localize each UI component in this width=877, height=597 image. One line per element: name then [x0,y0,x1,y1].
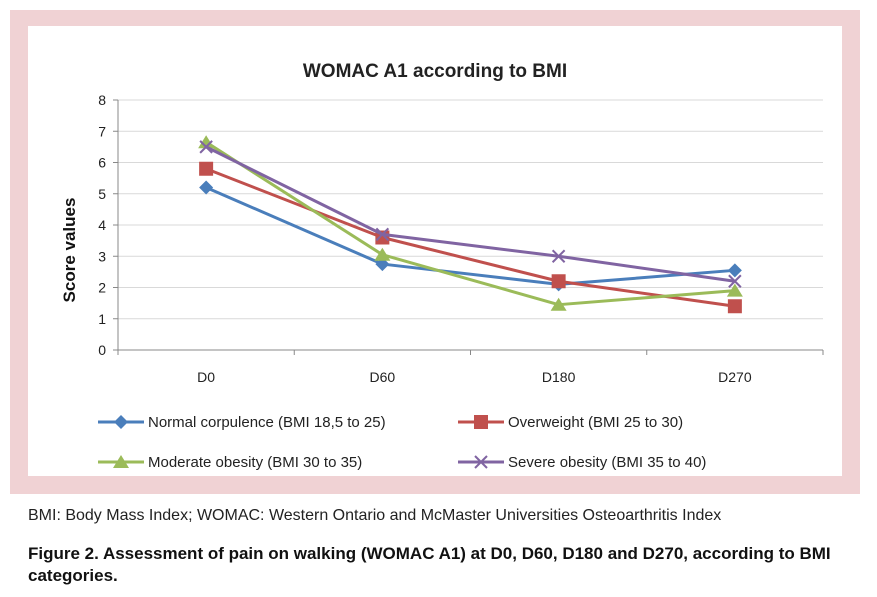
legend-label: Moderate obesity (BMI 30 to 35) [148,454,362,471]
legend-item: Severe obesity (BMI 35 to 40) [458,454,706,471]
data-point [727,299,742,314]
y-tick-label: 2 [98,280,106,296]
series-4 [199,140,742,288]
data-point [726,283,743,297]
data-point [374,247,391,261]
data-point [199,161,214,176]
legend-marker [474,455,488,469]
y-tick-label: 6 [98,155,106,171]
data-point [550,297,567,311]
tick-labels: 0 1 2 3 4 5 6 7 8 D0 D60 D180 D270 [98,92,752,385]
x-tick-label: D270 [718,369,752,385]
y-tick-label: 0 [98,342,106,358]
y-tick-label: 7 [98,123,106,139]
legend-item: Moderate obesity (BMI 30 to 35) [98,454,362,471]
chart-area: WOMAC A1 according to BMI Score values 0… [28,26,842,476]
legend-marker [113,455,129,468]
legend-label: Severe obesity (BMI 35 to 40) [508,454,706,471]
chart-title: WOMAC A1 according to BMI [303,61,567,82]
data-point [728,274,742,288]
series-line [205,186,735,286]
figure-title: Figure 2. Assessment of pain on walking … [28,544,831,585]
chart-frame: WOMAC A1 according to BMI Score values 0… [10,10,860,494]
data-point [551,274,566,289]
y-tick-label: 1 [98,311,106,327]
series-layer [198,135,743,314]
series-line [205,140,735,307]
series-3 [198,135,743,311]
legend-item: Normal corpulence (BMI 18,5 to 25) [98,414,386,431]
axes [113,99,824,355]
data-point [727,263,742,278]
legend-item: Overweight (BMI 25 to 30) [458,414,683,431]
legend: Normal corpulence (BMI 18,5 to 25) Overwe… [98,414,706,471]
data-point [199,140,213,154]
x-tick-label: D180 [542,369,576,385]
legend-label: Normal corpulence (BMI 18,5 to 25) [148,414,386,431]
legend-label: Overweight (BMI 25 to 30) [508,414,683,431]
legend-marker [114,415,128,429]
data-point [199,180,214,195]
x-tick-label: D0 [197,369,215,385]
y-tick-label: 4 [98,217,106,233]
y-tick-label: 3 [98,248,106,264]
womac-line-chart: WOMAC A1 according to BMI Score values 0… [60,61,824,471]
data-point [551,249,566,263]
data-point [375,227,390,242]
figure-caption: BMI: Body Mass Index; WOMAC: Western Ont… [28,507,722,524]
series-line [205,167,736,308]
legend-marker [474,415,488,429]
gridlines [118,99,823,320]
y-tick-label: 8 [98,92,106,108]
data-point [198,135,215,149]
x-tick-label: D60 [370,369,396,385]
series-line [205,145,736,283]
y-tick-label: 5 [98,186,106,202]
y-axis-label: Score values [60,198,79,303]
